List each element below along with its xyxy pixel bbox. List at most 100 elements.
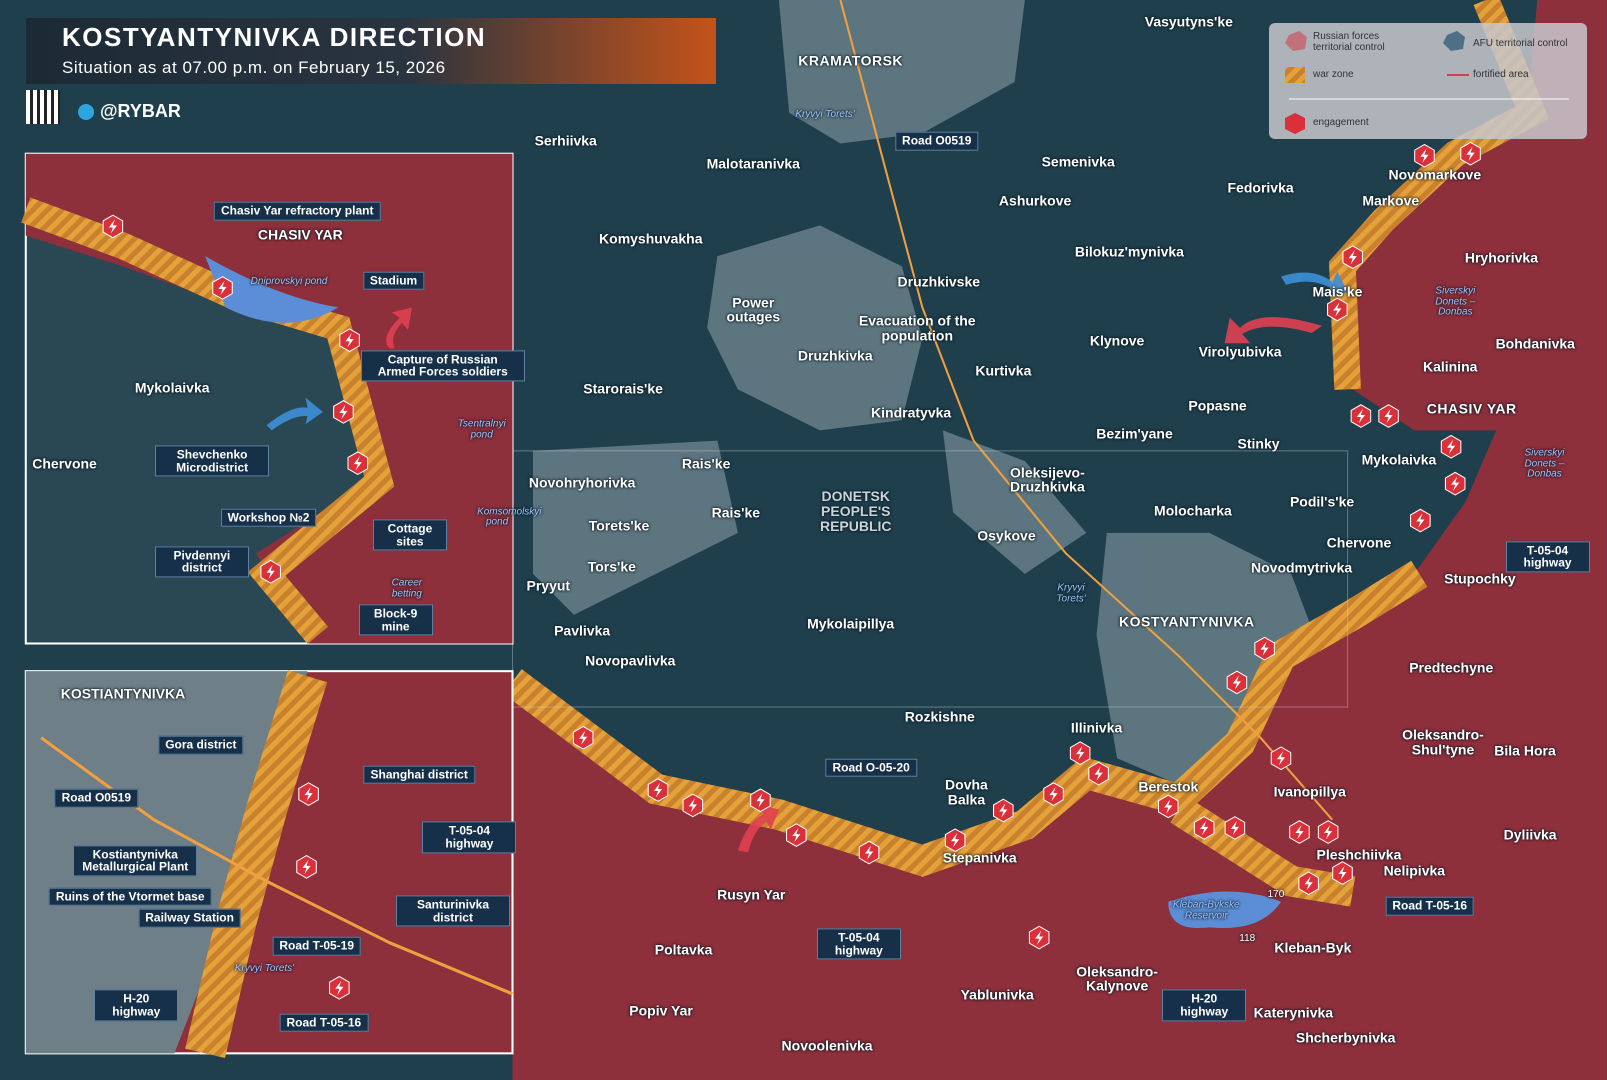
legend-war-zone: war zone <box>1313 69 1354 80</box>
engagement-bolt <box>1348 250 1357 265</box>
engagement-bolt <box>218 280 227 296</box>
place-label: Kleban-Byk <box>1274 939 1352 956</box>
place-label: Novodmytrivka <box>1251 559 1353 576</box>
place-label: KOSTYANTYNIVKA <box>1118 613 1255 630</box>
engagement-bolt <box>688 798 697 813</box>
engagement-bolt <box>353 455 362 471</box>
place-label: Oleksandro-Kalynove <box>1076 963 1158 994</box>
channel-handle: @RYBAR <box>100 101 181 121</box>
engagement-bolt <box>1076 745 1085 761</box>
inset-label: Chasiv Yar refractory plant <box>213 201 381 221</box>
place-label: Novohryhorivka <box>528 474 636 491</box>
place-label: Poltavka <box>654 941 713 958</box>
road-label: Road O0519 <box>895 132 979 151</box>
engagement-bolt <box>1451 476 1460 491</box>
inset-label: Road O0519 <box>54 789 139 808</box>
place-label: Stupochky <box>1444 570 1516 587</box>
place-label: Oleksijevo-Druzhkivka <box>1010 463 1085 495</box>
engagement-bolt <box>653 782 663 798</box>
engagement-bolt <box>756 793 765 808</box>
map-subtitle: Situation as at 07.00 p.m. on February 1… <box>62 58 446 77</box>
place-label: Pleshchiivka <box>1316 846 1402 863</box>
engagement-bolt <box>1446 439 1456 454</box>
inset-label: Road T-05-16 <box>279 1013 369 1033</box>
inset-label: Komsomolskyi pond <box>477 506 542 528</box>
legend-swatches <box>1285 31 1569 134</box>
inset-label: Chervone <box>32 455 97 472</box>
engagement-bolt <box>1200 820 1209 836</box>
place-label: Novopavlivka <box>585 652 676 669</box>
place-label: Stinky <box>1237 435 1280 452</box>
place-label: Dovha Balka <box>945 776 988 808</box>
place-label: Pryyut <box>526 577 571 594</box>
place-label: Podil's'ke <box>1289 493 1355 510</box>
inset-label: Dniprovskyi pond <box>250 275 328 287</box>
road-label: T-05-04 highway <box>1505 540 1590 573</box>
place-label: Novomarkove <box>1388 166 1482 183</box>
header-banner: KOSTYANTYNIVKA DIRECTION Situation as at… <box>26 18 716 84</box>
inset-label: T-05-04 highway <box>422 821 517 853</box>
place-label: Nelipivka <box>1383 862 1446 879</box>
place-label: Yablunivka <box>960 986 1034 1003</box>
engagement-bolt <box>864 845 874 860</box>
road-label: Road O-05-20 <box>825 758 917 777</box>
place-label: Kurtivka <box>975 362 1032 379</box>
road-label: Road T-05-16 <box>1385 896 1475 916</box>
place-label: Rusyn Yar <box>717 886 786 903</box>
place-label: Popasne <box>1188 397 1247 414</box>
inset-label: Railway Station <box>138 908 241 928</box>
inset-label: Cottage sites <box>372 519 447 551</box>
place-label: Osykove <box>977 527 1036 544</box>
place-label: Novoolenivka <box>781 1038 873 1055</box>
place-label: KRAMATORSK <box>798 53 904 70</box>
inset-label: Tsentralnyi pond <box>457 418 506 441</box>
place-label: Rais'ke <box>711 505 761 522</box>
place-label: Malotaranivka <box>706 155 800 172</box>
engagement-bolt <box>302 859 311 875</box>
place-label: Katerynivka <box>1253 1004 1334 1021</box>
road-label: T-05-04 highway <box>816 928 901 960</box>
engagement-bolt <box>1356 408 1366 424</box>
water-label: Siverskyi Donets – Donbas <box>1435 285 1476 318</box>
place-label: Tors'ke <box>587 558 636 575</box>
inset-label: KOSTIANTYNIVKA <box>60 685 186 702</box>
place-label: Komyshuvakha <box>599 230 703 247</box>
engagement-bolt <box>1094 766 1103 781</box>
place-label: Mais'ke <box>1312 283 1363 300</box>
engagement-bolt <box>1304 876 1313 891</box>
water-label: Kryvyi Torets' <box>1056 582 1086 605</box>
road-label: H-20 highway <box>1162 989 1247 1021</box>
place-label: Molocharka <box>1154 503 1232 520</box>
inset-label: Kostiantynivka Metallurgical Plant <box>73 845 198 877</box>
height-label: 118 <box>1239 932 1256 944</box>
engagement-bolt <box>1416 513 1425 528</box>
inset-label: Santurinivka district <box>395 895 510 927</box>
inset-label: Capture of Russian Armed Forces soldiers <box>360 350 525 382</box>
place-label: Mykolaipillya <box>807 615 895 632</box>
region-label: DONETSK PEOPLE'S REPUBLIC <box>819 488 892 534</box>
water-label: Kleban-Bykske Reservoir <box>1172 899 1240 922</box>
callout-label: Power outages <box>726 293 781 325</box>
engagement-bolt <box>1333 302 1342 317</box>
engagement-bolt <box>1049 786 1058 802</box>
legend: Russian forces territorial control AFU t… <box>1269 23 1587 139</box>
engagement-bolt <box>335 980 344 995</box>
place-label: Semenivka <box>1041 153 1115 170</box>
inset-label: Kryvyi Torets' <box>234 962 295 974</box>
engagement-bolt <box>792 827 801 843</box>
legend-afu: AFU territorial control <box>1473 38 1568 49</box>
telegram-icon <box>78 104 94 120</box>
engagement-bolt <box>1230 820 1239 836</box>
place-label: Shcherbynivka <box>1295 1029 1396 1046</box>
place-label: Bohdanivka <box>1495 336 1575 352</box>
place-label: Bila Hora <box>1494 742 1556 759</box>
inset-label: CHASIV YAR <box>257 226 343 243</box>
inset-label: Career betting <box>391 577 423 600</box>
place-label: Kalinina <box>1422 358 1478 375</box>
engagement-bolt <box>345 333 354 348</box>
engagement-bolt <box>1164 799 1173 814</box>
place-label: Berestok <box>1138 778 1199 795</box>
place-label: Ivanopillya <box>1273 783 1346 800</box>
